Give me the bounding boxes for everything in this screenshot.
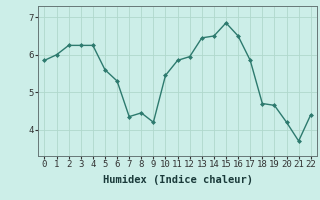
X-axis label: Humidex (Indice chaleur): Humidex (Indice chaleur) xyxy=(103,175,252,185)
